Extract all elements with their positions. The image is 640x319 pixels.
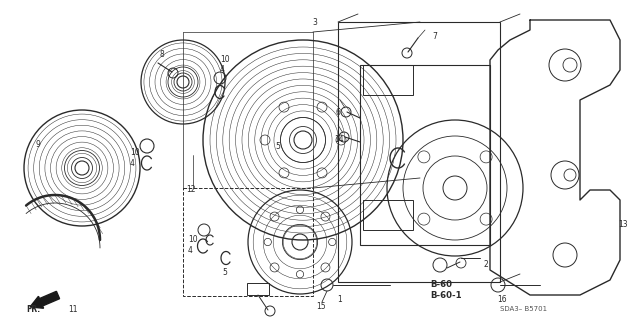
- Text: 6: 6: [335, 108, 340, 117]
- Bar: [360, 65, 490, 245]
- Bar: [363, 65, 413, 95]
- Text: 1: 1: [337, 295, 342, 304]
- Text: 8: 8: [160, 50, 164, 59]
- Text: 10: 10: [220, 55, 230, 64]
- Text: 3: 3: [312, 18, 317, 27]
- Bar: [247, 283, 269, 295]
- Text: 4: 4: [220, 65, 225, 74]
- Bar: [338, 22, 500, 282]
- Text: B-60: B-60: [430, 280, 452, 289]
- Text: 10: 10: [130, 148, 140, 157]
- Text: 4: 4: [130, 159, 135, 168]
- Text: 2: 2: [483, 260, 488, 269]
- Bar: [363, 200, 413, 230]
- Text: 13: 13: [618, 220, 628, 229]
- Text: 11: 11: [68, 305, 77, 314]
- Text: SDA3– B5701: SDA3– B5701: [500, 306, 547, 312]
- Text: 12: 12: [186, 185, 195, 194]
- Text: 10: 10: [188, 235, 198, 244]
- Text: 4: 4: [188, 246, 193, 255]
- Text: FR.: FR.: [26, 305, 40, 314]
- Text: B-60-1: B-60-1: [430, 291, 461, 300]
- Text: 5: 5: [275, 142, 280, 151]
- Text: 5: 5: [222, 268, 227, 277]
- Text: 14: 14: [334, 135, 344, 144]
- Bar: [183, 188, 313, 296]
- Text: 16: 16: [497, 295, 507, 304]
- Text: 7: 7: [432, 32, 437, 41]
- Text: 15: 15: [316, 302, 326, 311]
- Text: 9: 9: [36, 140, 41, 149]
- FancyArrow shape: [30, 291, 60, 308]
